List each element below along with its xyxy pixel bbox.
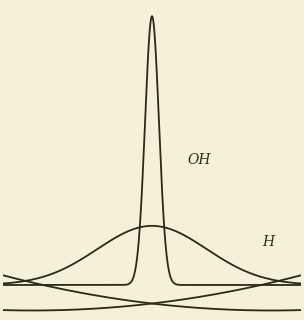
- Text: H: H: [262, 235, 275, 249]
- Text: OH: OH: [188, 153, 211, 167]
